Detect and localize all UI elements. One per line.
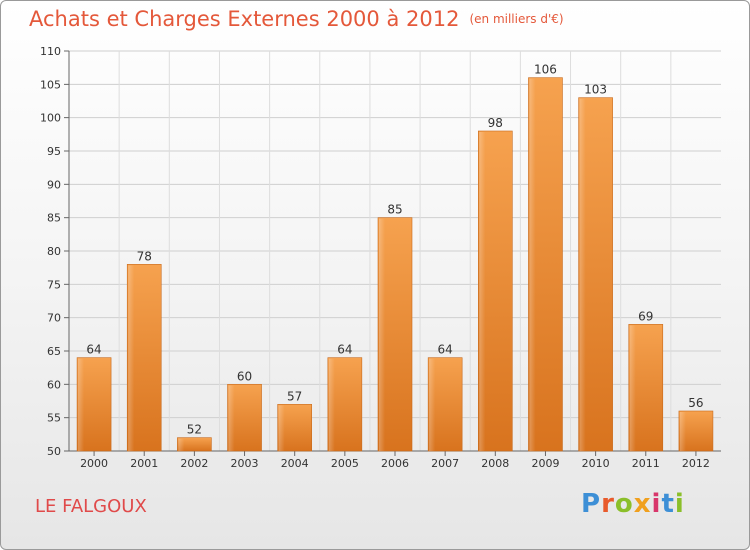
bar-highlight (178, 438, 185, 451)
bar-highlight (629, 325, 636, 451)
proxiti-logo[interactable]: Proxiti (581, 489, 685, 519)
x-tick-label-2010: 2010 (582, 457, 610, 470)
y-tick-label: 50 (47, 445, 61, 458)
x-tick-label-2009: 2009 (531, 457, 559, 470)
chart-title-text: Achats et Charges Externes 2000 à 2012 (29, 7, 460, 31)
logo-letter: i (674, 489, 685, 519)
chart-unit: (en milliers d'€) (469, 12, 564, 26)
value-label-2000: 64 (86, 343, 101, 357)
y-tick-label: 60 (47, 378, 61, 391)
x-tick-label-2011: 2011 (632, 457, 660, 470)
bar-highlight (128, 265, 135, 451)
x-tick-label-2000: 2000 (80, 457, 108, 470)
value-label-2002: 52 (187, 423, 202, 437)
value-label-2010: 103 (584, 83, 607, 97)
value-label-2006: 85 (387, 203, 402, 217)
value-label-2003: 60 (237, 369, 252, 383)
value-label-2007: 64 (438, 343, 453, 357)
logo-letter: r (601, 489, 615, 519)
y-tick-label: 90 (47, 178, 61, 191)
bar-highlight (278, 405, 285, 451)
x-tick-label-2002: 2002 (180, 457, 208, 470)
x-tick-label-2003: 2003 (231, 457, 259, 470)
bar-highlight (328, 358, 335, 451)
x-tick-label-2005: 2005 (331, 457, 359, 470)
y-tick-label: 55 (47, 412, 61, 425)
bar-layer (76, 77, 714, 452)
value-label-2008: 98 (488, 116, 503, 130)
x-tick-label-2007: 2007 (431, 457, 459, 470)
logo-letter: x (633, 489, 652, 519)
x-tick-label-2012: 2012 (682, 457, 710, 470)
logo-letter: t (661, 489, 675, 519)
y-tick-label: 85 (47, 212, 61, 225)
y-tick-label: 80 (47, 245, 61, 258)
bar-highlight (479, 132, 486, 451)
bar-highlight (78, 358, 85, 451)
x-tick-label-2006: 2006 (381, 457, 409, 470)
logo-letter: o (614, 489, 634, 519)
bar-highlight (379, 218, 385, 451)
x-tick-label-2001: 2001 (130, 457, 158, 470)
bar-highlight (579, 98, 586, 452)
chart-title: Achats et Charges Externes 2000 à 2012 (e… (29, 7, 564, 31)
y-tick-label: 65 (47, 345, 61, 358)
y-tick-label: 100 (40, 112, 61, 125)
value-label-2012: 56 (688, 396, 703, 410)
y-tick-label: 95 (47, 145, 61, 158)
value-label-2011: 69 (638, 309, 653, 323)
label-layer: 64 2000 78 2001 52 2002 60 2003 57 2004 64 2005 85 20… (80, 63, 710, 470)
logo-letter: P (581, 489, 602, 519)
bar-highlight (529, 78, 536, 452)
bar-highlight (679, 412, 686, 451)
bar-2002 (177, 437, 212, 452)
y-tick-label: 105 (40, 78, 61, 91)
value-label-2005: 64 (337, 343, 352, 357)
bar-highlight (228, 385, 235, 451)
value-label-2004: 57 (287, 389, 302, 403)
y-tick-label: 110 (40, 45, 61, 58)
y-tick-label: 70 (47, 312, 61, 325)
bar-highlight (429, 358, 436, 451)
value-label-2009: 106 (534, 63, 557, 77)
place-name: LE FALGOUX (35, 496, 147, 517)
y-tick-label: 75 (47, 278, 61, 291)
x-tick-label-2008: 2008 (481, 457, 509, 470)
value-label-2001: 78 (137, 249, 152, 263)
x-tick-label-2004: 2004 (281, 457, 309, 470)
logo-letter: i (651, 489, 662, 519)
